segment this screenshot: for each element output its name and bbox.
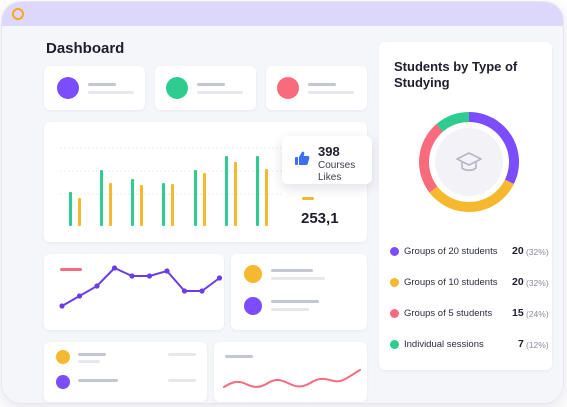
stat-card-value-placeholder: [308, 91, 354, 94]
graduation-cap-icon: [456, 152, 482, 172]
bar-green-7[interactable]: [256, 156, 259, 226]
bar-green-6[interactable]: [225, 156, 228, 226]
donut-slice-1[interactable]: [469, 112, 519, 185]
mini-legend-extra-placeholder: [168, 353, 196, 356]
line-chart-point-7[interactable]: [164, 268, 170, 274]
stat-card-red[interactable]: [266, 66, 367, 110]
window-title-bar: [2, 2, 563, 26]
stat-card-value-placeholder: [88, 91, 134, 94]
bar-chart-plot: [44, 122, 284, 242]
likes-count: 398: [318, 144, 340, 159]
line-chart-point-2[interactable]: [76, 293, 83, 299]
legend-item[interactable]: Individual sessions 7 (12%): [390, 338, 550, 352]
donut-slice-4[interactable]: [436, 112, 469, 132]
mini-legend-label-placeholder: [271, 269, 313, 272]
legend-item[interactable]: Groups of 5 students 15 (24%): [390, 307, 550, 321]
stat-card-label-placeholder: [88, 83, 116, 86]
bar-green-4[interactable]: [162, 183, 165, 226]
legend-percent: (32%): [526, 247, 549, 257]
bar-yellow-3[interactable]: [140, 185, 143, 226]
mini-legend-value-placeholder: [271, 277, 325, 280]
legend-label: Groups of 5 students: [404, 308, 493, 319]
bar-yellow-4[interactable]: [171, 184, 174, 226]
window-control-dot[interactable]: [12, 8, 24, 20]
line-chart-point-3[interactable]: [94, 283, 100, 289]
bar-green-1[interactable]: [69, 192, 72, 226]
line-chart-point-6[interactable]: [146, 273, 153, 279]
legend-item[interactable]: Groups of 10 students 20 (32%): [390, 276, 550, 290]
line-chart-plot: [59, 265, 223, 309]
line-chart-point-4[interactable]: [111, 265, 118, 271]
legend-dot: [390, 309, 399, 318]
line-chart-point-8[interactable]: [181, 288, 188, 294]
stat-card-purple[interactable]: [44, 66, 145, 110]
bar-yellow-6[interactable]: [234, 162, 237, 226]
mini-legend-value-placeholder: [271, 308, 309, 311]
mini-legend-label-placeholder: [271, 300, 319, 303]
legend-value: 20: [512, 245, 524, 257]
mini-legend-dot-purple: [56, 375, 70, 389]
mini-legend-label-placeholder: [78, 353, 106, 356]
likes-tooltip: 398 Courses Likes: [282, 136, 372, 184]
stat-indicator: [302, 197, 314, 200]
legend-label: Groups of 10 students: [404, 277, 498, 288]
mini-legend-card-bottom: [44, 342, 207, 402]
mini-legend-dot-purple: [244, 297, 262, 315]
legend-item[interactable]: Groups of 20 students 20 (32%): [390, 245, 550, 259]
legend-percent: (32%): [526, 278, 549, 288]
line-chart-point-10[interactable]: [216, 275, 223, 281]
stat-card-green[interactable]: [155, 66, 256, 110]
wave-chart-label-placeholder: [225, 355, 253, 358]
mini-legend-extra-placeholder: [168, 379, 196, 382]
stat-card-label-placeholder: [197, 83, 225, 86]
bar-green-2[interactable]: [100, 170, 103, 226]
donut-slice-3[interactable]: [419, 124, 443, 193]
legend-value: 20: [512, 276, 524, 288]
donut-center: [435, 128, 503, 196]
bar-yellow-7[interactable]: [265, 169, 268, 226]
legend-dot: [390, 247, 399, 256]
legend-label: Groups of 20 students: [404, 246, 498, 257]
line-chart-card: [44, 254, 224, 330]
donut-chart-title: Students by Type of Studying: [394, 59, 518, 90]
likes-label-line1: Courses: [318, 160, 356, 171]
legend-percent: (24%): [526, 309, 549, 319]
stat-value: 253,1: [301, 210, 339, 227]
wave-chart-card: [214, 342, 367, 402]
stat-card-avatar: [166, 77, 188, 99]
stat-card-label-placeholder: [308, 83, 336, 86]
legend-dot: [390, 340, 399, 349]
line-chart-series: [61, 266, 221, 307]
legend-dot: [390, 278, 399, 287]
mini-legend-label-placeholder: [78, 379, 118, 382]
legend-value: 15: [512, 307, 524, 319]
bar-green-5[interactable]: [194, 170, 197, 226]
stat-card-avatar: [277, 77, 299, 99]
likes-label-line2: Likes: [318, 172, 342, 183]
mini-legend-dot-yellow: [56, 350, 70, 364]
bar-yellow-2[interactable]: [109, 183, 112, 226]
line-chart-point-5[interactable]: [129, 273, 135, 279]
line-chart-legend-marker: [60, 268, 82, 271]
legend-value: 7: [518, 338, 524, 350]
line-chart-point-9[interactable]: [199, 288, 205, 294]
legend-percent: (12%): [526, 340, 549, 350]
page-title: Dashboard: [46, 40, 125, 57]
bar-yellow-1[interactable]: [78, 198, 81, 226]
mini-legend-value-placeholder: [78, 360, 100, 363]
mini-legend-card: [231, 254, 367, 330]
bar-chart-gridlines: [60, 147, 282, 195]
mini-legend-dot-yellow: [244, 265, 262, 283]
legend-label: Individual sessions: [404, 339, 484, 350]
thumbs-up-icon: [295, 151, 310, 165]
wave-chart-plot: [223, 369, 361, 388]
donut-chart: [419, 112, 519, 212]
donut-slice-2[interactable]: [429, 179, 514, 212]
stat-card-value-placeholder: [197, 91, 243, 94]
line-chart-point-1[interactable]: [59, 303, 65, 309]
stat-card-avatar: [57, 77, 79, 99]
bar-yellow-5[interactable]: [203, 173, 206, 226]
bar-green-3[interactable]: [131, 179, 134, 226]
